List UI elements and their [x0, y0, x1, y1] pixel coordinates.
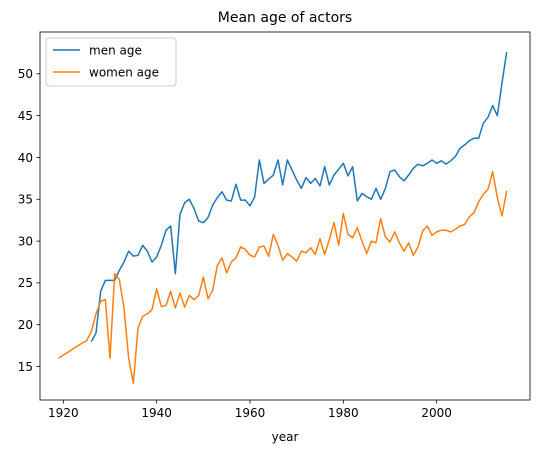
x-tick-label: 2000 — [421, 406, 452, 420]
y-axis: 15 20 25 30 35 40 45 50 — [18, 67, 40, 374]
legend: men age women age — [45, 37, 177, 87]
legend-label: men age — [89, 43, 142, 57]
y-tick-label: 45 — [18, 109, 33, 123]
x-tick-label: 1920 — [48, 406, 79, 420]
series-line-women-age — [58, 170, 508, 385]
x-axis-label: year — [272, 430, 299, 444]
plot-lines — [58, 51, 508, 385]
y-tick-label: 25 — [18, 276, 33, 290]
y-tick-label: 35 — [18, 193, 33, 207]
x-axis: 1920 1940 1960 1980 2000 — [48, 400, 452, 420]
series-line-men-age — [90, 51, 508, 342]
x-tick-label: 1980 — [328, 406, 359, 420]
y-tick-label: 20 — [18, 318, 33, 332]
legend-label: women age — [89, 65, 159, 79]
x-tick-label: 1960 — [235, 406, 266, 420]
plot-frame — [39, 31, 531, 401]
y-tick-label: 40 — [18, 151, 33, 165]
chart-title: Mean age of actors — [218, 10, 352, 26]
y-tick-label: 15 — [18, 360, 33, 374]
y-tick-label: 30 — [18, 234, 33, 248]
y-tick-label: 50 — [18, 67, 33, 81]
x-tick-label: 1940 — [141, 406, 172, 420]
